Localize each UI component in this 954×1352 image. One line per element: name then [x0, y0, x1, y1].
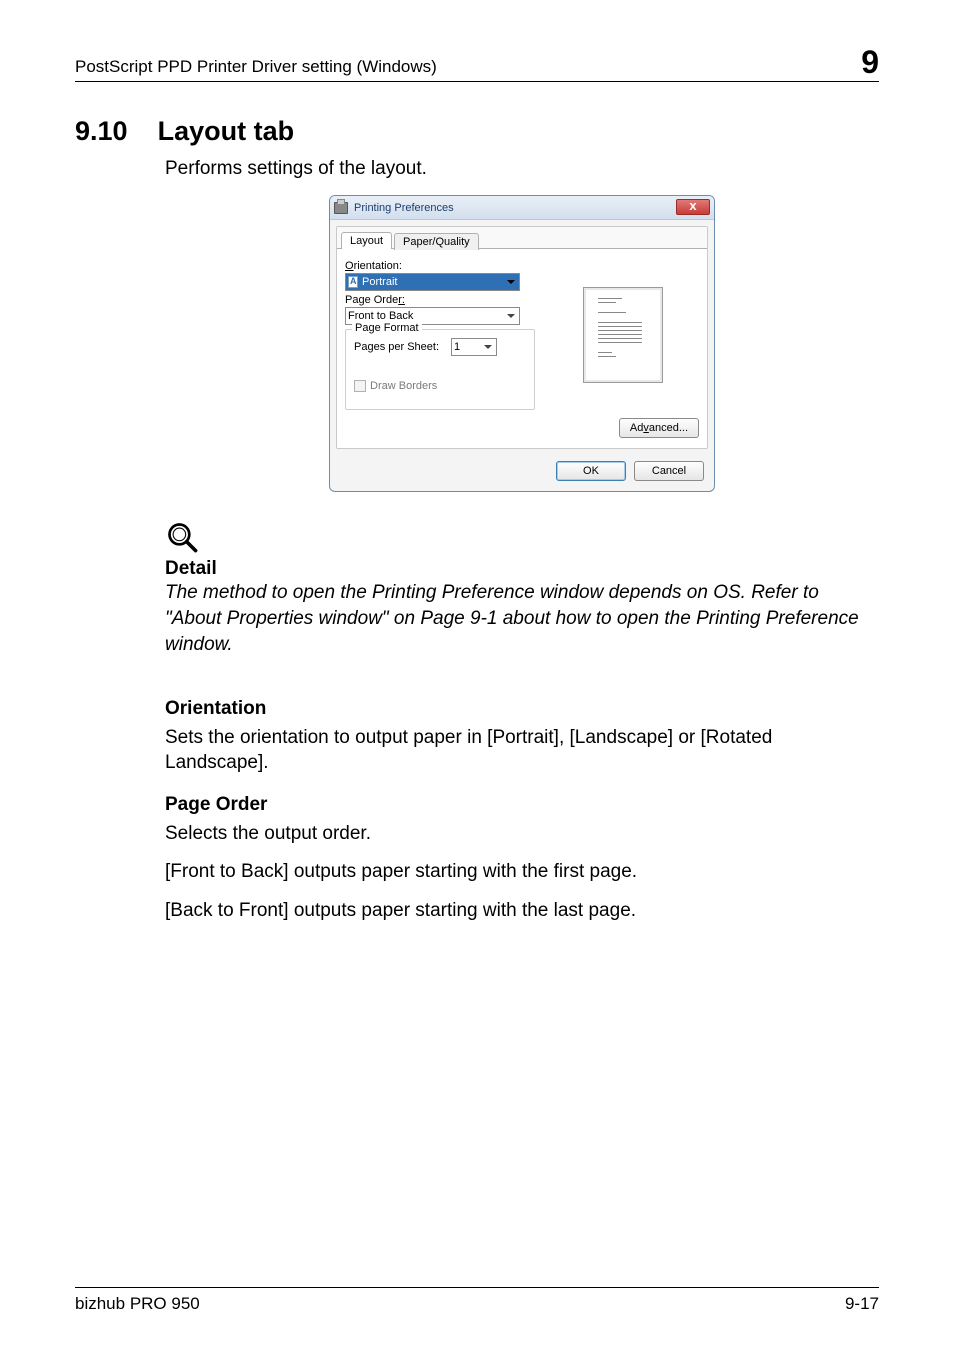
section-intro: Performs settings of the layout. [165, 157, 879, 182]
dialog-titlebar: Printing Preferences x [330, 196, 714, 220]
page-order-label: Page Order: [345, 294, 535, 306]
dialog-body: Layout Paper/Quality Orientation: [336, 226, 708, 449]
page-preview [583, 287, 663, 383]
page-order-line2: [Front to Back] outputs paper starting w… [165, 860, 879, 885]
detail-heading: Detail [165, 558, 217, 580]
checkbox-box-icon [354, 380, 366, 392]
header-chapter-number: 9 [861, 48, 879, 77]
close-button[interactable]: x [676, 199, 710, 215]
dialog-title: Printing Preferences [354, 202, 454, 214]
ok-button[interactable]: OK [556, 461, 626, 481]
orientation-text: Sets the orientation to output paper in … [165, 726, 879, 775]
orientation-combo[interactable]: Portrait [345, 273, 520, 291]
pages-per-sheet-value: 1 [454, 341, 460, 353]
orientation-subhead: Orientation [165, 698, 879, 720]
section-title: Layout tab [158, 116, 295, 146]
page-format-group: Page Format Pages per Sheet: 1 [345, 329, 535, 410]
page-order-line1: Selects the output order. [165, 822, 879, 847]
draw-borders-checkbox[interactable]: Draw Borders [354, 380, 437, 392]
orientation-value: Portrait [362, 276, 397, 288]
printer-icon [334, 202, 348, 214]
dialog-button-row: OK Cancel [330, 455, 714, 491]
pages-per-sheet-spinner[interactable]: 1 [451, 338, 497, 356]
chevron-down-icon [484, 345, 492, 349]
portrait-icon [348, 276, 358, 288]
detail-note: The method to open the Printing Preferen… [165, 580, 879, 657]
detail-block: Detail The method to open the Printing P… [165, 520, 879, 676]
page-order-row: Page Order: Front to Back [345, 294, 535, 325]
page-order-subhead: Page Order [165, 794, 879, 816]
tab-layout[interactable]: Layout [341, 232, 392, 249]
chevron-down-icon [507, 280, 515, 284]
page-header: PostScript PPD Printer Driver setting (W… [75, 48, 879, 82]
page-format-legend: Page Format [352, 322, 422, 334]
inner-button-row: Advanced... [345, 410, 699, 438]
orientation-label: Orientation: [345, 260, 535, 272]
section-heading: 9.10 Layout tab [75, 116, 879, 147]
tab-strip: Layout Paper/Quality [337, 227, 707, 249]
cancel-button[interactable]: Cancel [634, 461, 704, 481]
chevron-down-icon [507, 314, 515, 318]
close-icon: x [689, 198, 696, 213]
section-number: 9.10 [75, 116, 128, 146]
page-order-line3: [Back to Front] outputs paper starting w… [165, 899, 879, 924]
advanced-button[interactable]: Advanced... [619, 418, 699, 438]
footer-left: bizhub PRO 950 [75, 1294, 200, 1314]
footer-right: 9-17 [845, 1294, 879, 1314]
pages-per-sheet-label: Pages per Sheet: [354, 341, 439, 353]
header-left: PostScript PPD Printer Driver setting (W… [75, 57, 437, 77]
page-order-value: Front to Back [348, 310, 413, 322]
pages-per-sheet-row: Pages per Sheet: 1 [354, 338, 526, 356]
tab-paper-quality[interactable]: Paper/Quality [394, 233, 479, 250]
printing-preferences-dialog: Printing Preferences x Layout Paper/Qual… [329, 195, 715, 492]
page-footer: bizhub PRO 950 9-17 [75, 1287, 879, 1314]
magnifier-icon [165, 520, 201, 556]
orientation-row: Orientation: Portrait [345, 260, 535, 291]
draw-borders-label: Draw Borders [370, 380, 437, 392]
